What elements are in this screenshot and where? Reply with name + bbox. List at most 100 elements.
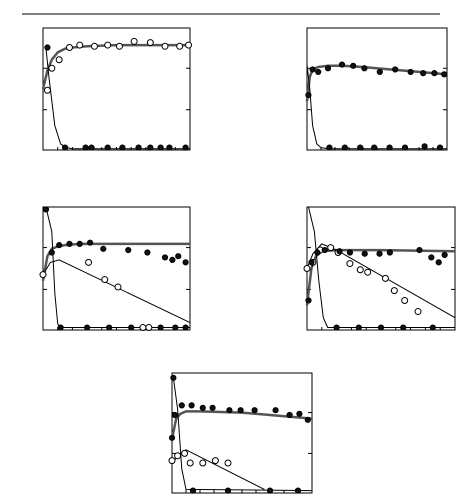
filled-point	[324, 65, 332, 72]
filled-point	[48, 249, 55, 256]
filled-point	[304, 416, 311, 423]
filled-point	[376, 68, 383, 76]
filled-point	[171, 411, 178, 419]
filled-point	[436, 144, 444, 151]
filled-point	[429, 324, 436, 331]
filled-point	[84, 324, 91, 331]
filled-point	[315, 68, 322, 76]
filled-point	[182, 259, 189, 266]
open-point	[356, 266, 364, 274]
open-point	[85, 258, 93, 266]
filled-point	[308, 259, 315, 266]
filled-point	[170, 374, 177, 381]
open-point	[139, 324, 147, 332]
filled-point	[407, 68, 414, 76]
filled-point	[321, 246, 328, 254]
open-point	[55, 56, 63, 64]
filled-point	[61, 144, 69, 151]
filled-point	[189, 487, 197, 494]
filled-point	[386, 249, 393, 256]
curve	[305, 64, 448, 102]
open-point	[224, 459, 232, 467]
filled-point	[305, 297, 312, 304]
open-point	[90, 42, 98, 50]
filled-point	[420, 70, 427, 77]
open-point	[168, 457, 176, 465]
plot-frame	[171, 372, 313, 494]
filled-point	[401, 144, 409, 151]
filled-point	[357, 144, 364, 151]
filled-point	[251, 407, 258, 414]
filled-point	[188, 402, 195, 409]
filled-point	[56, 242, 63, 249]
plot-frame	[306, 27, 448, 151]
filled-point	[326, 144, 333, 151]
filled-point	[125, 246, 132, 254]
open-point	[114, 283, 122, 291]
curve	[45, 47, 190, 150]
open-point	[161, 42, 169, 50]
filled-point	[224, 487, 232, 494]
filled-point	[106, 324, 113, 331]
filled-point	[66, 240, 73, 247]
open-point	[76, 41, 84, 49]
open-point	[381, 274, 389, 282]
filled-point	[57, 324, 64, 331]
filled-point	[172, 324, 179, 331]
open-point	[401, 296, 409, 304]
filled-point	[416, 246, 423, 254]
open-point	[199, 459, 207, 467]
filled-point	[128, 324, 135, 331]
filled-point	[376, 250, 383, 257]
filled-point	[182, 144, 189, 151]
open-point	[115, 42, 123, 50]
filled-point	[42, 206, 50, 213]
filled-point	[309, 66, 316, 73]
filled-point	[333, 324, 340, 331]
filled-point	[441, 71, 448, 78]
filled-point	[428, 254, 435, 261]
open-point	[130, 37, 138, 45]
open-point	[390, 287, 398, 295]
curve	[308, 206, 455, 328]
filled-point	[166, 144, 173, 151]
filled-point	[361, 250, 368, 257]
curve	[41, 43, 190, 90]
open-point	[145, 324, 153, 332]
filled-point	[377, 324, 385, 331]
open-point	[48, 64, 56, 72]
curve	[306, 243, 456, 319]
filled-point	[226, 407, 233, 414]
filled-point	[355, 324, 362, 331]
open-point	[101, 276, 109, 284]
filled-point	[421, 143, 428, 150]
filled-point	[147, 144, 154, 151]
filled-point	[350, 62, 357, 69]
filled-point	[441, 251, 448, 259]
filled-point	[400, 324, 407, 331]
filled-point	[209, 404, 216, 411]
plot-frame	[306, 206, 456, 331]
open-point	[39, 271, 47, 279]
filled-point	[144, 249, 151, 256]
filled-point	[237, 407, 244, 414]
open-point	[303, 265, 311, 272]
open-point	[181, 449, 189, 457]
open-point	[364, 268, 372, 276]
filled-point	[296, 410, 303, 417]
filled-point	[175, 253, 182, 260]
filled-point	[435, 259, 442, 266]
filled-point	[286, 411, 293, 419]
filled-point	[76, 240, 83, 247]
filled-point	[161, 254, 169, 261]
filled-point	[100, 245, 107, 252]
open-point	[43, 86, 51, 94]
filled-point	[86, 239, 94, 246]
open-point	[176, 42, 184, 50]
open-point	[65, 44, 73, 52]
curve	[306, 64, 447, 150]
filled-point	[168, 434, 176, 441]
curve	[172, 377, 313, 492]
open-point	[186, 459, 194, 467]
